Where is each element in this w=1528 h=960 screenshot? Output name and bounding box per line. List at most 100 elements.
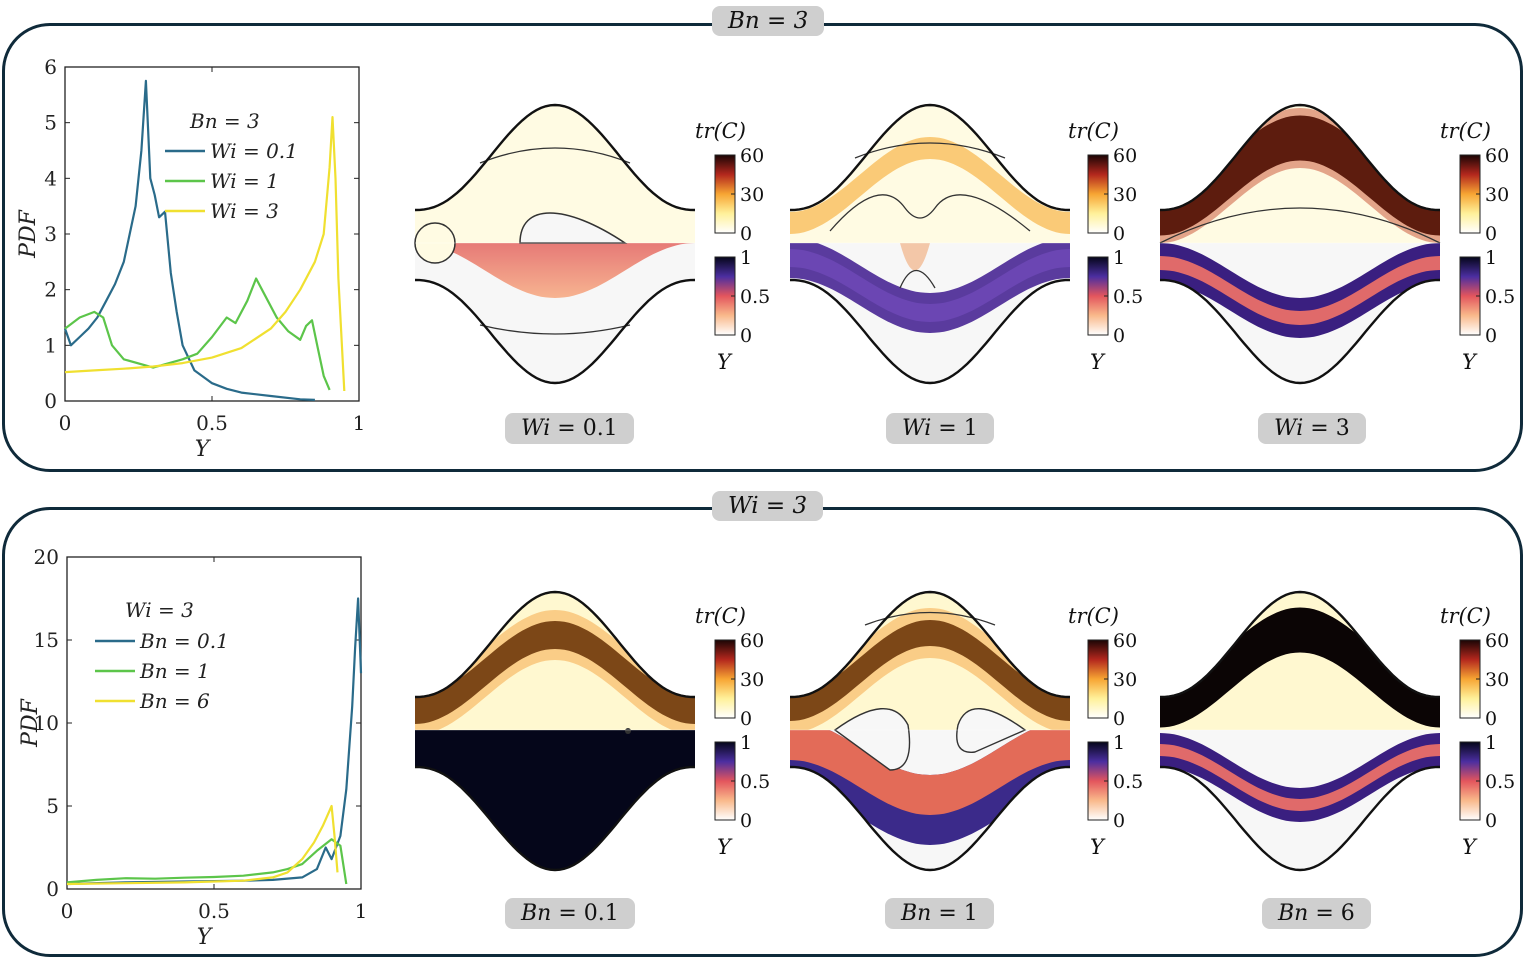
bottom-wall	[1159, 765, 1441, 872]
cbar-tick-label: 0.5	[1113, 771, 1143, 793]
legend-entry: Bn = 0.1	[139, 629, 229, 653]
legend-entry: Wi = 0.1	[210, 139, 298, 163]
field-label-b2: Bn = 1	[885, 898, 994, 929]
top-wall	[414, 590, 696, 699]
cbar-tick-label: 0	[1113, 223, 1125, 245]
field-top-half	[415, 592, 695, 730]
contour-line	[479, 324, 631, 335]
legend-entry: Bn = 1	[139, 659, 210, 683]
field-label-value: = 0.1	[558, 901, 619, 926]
cbar-tick-label: 30	[1485, 669, 1509, 691]
x-tick-label: 1	[353, 411, 366, 435]
legend-entry: Wi = 1	[210, 169, 279, 193]
panel-wi3-tag-text: Wi = 3	[728, 493, 808, 519]
field-label-value: = 6	[1315, 901, 1355, 926]
colorbar-title: tr(C)	[1068, 119, 1119, 143]
yield-contour	[956, 708, 1027, 753]
colorbar-axis-label: Y	[717, 835, 733, 859]
field-label-value: = 3	[1310, 416, 1350, 441]
colorbar-title: tr(C)	[695, 119, 746, 143]
contour-line	[1159, 207, 1441, 244]
bottom-wall	[789, 278, 1071, 385]
band	[1160, 256, 1440, 325]
cbar-tick-label: 0.5	[1485, 771, 1515, 793]
x-tick-label: 0	[59, 411, 72, 435]
legend-title: Bn = 3	[189, 109, 260, 133]
y-tick-label: 5	[44, 111, 57, 135]
legend-entry: Wi = 3	[210, 199, 279, 223]
field-label-var: Wi	[902, 416, 939, 441]
cbar-tick-label: 60	[1113, 630, 1137, 652]
colorbar-title: tr(C)	[1440, 604, 1491, 628]
x-tick-label: 1	[355, 899, 368, 923]
fill	[790, 105, 1070, 243]
marker	[625, 728, 631, 734]
colorbar-title: tr(C)	[1440, 119, 1491, 143]
series-line-2	[64, 277, 331, 391]
field-plot-b1	[414, 590, 696, 872]
cbar-tick-label: 0	[1113, 708, 1125, 730]
colorbar-axis-label: Y	[1090, 350, 1106, 374]
y-tick-label: 1	[44, 333, 57, 357]
top-wall	[789, 590, 1071, 699]
field-plot-a3	[1159, 103, 1441, 385]
top-wall	[1159, 590, 1441, 699]
cbar-tick-label: 60	[1485, 630, 1509, 652]
cbar-tick-label: 1	[1113, 732, 1125, 754]
y-axis-label: PDF	[18, 698, 43, 747]
field-label-var: Bn	[1278, 901, 1316, 926]
field-label-var: Wi	[521, 416, 558, 441]
colorbar-axis-label: Y	[717, 350, 733, 374]
band	[415, 243, 695, 298]
series-line-2	[66, 838, 348, 885]
y-tick-label: 5	[46, 794, 59, 818]
field-label-value: = 1	[938, 901, 978, 926]
yield-contour	[833, 708, 911, 771]
cbar-tick-label: 30	[740, 669, 764, 691]
cbar-tick-label: 60	[740, 145, 764, 167]
y-tick-label: 0	[46, 877, 59, 901]
y-tick-label: 4	[44, 166, 57, 190]
cbar-tick-label: 60	[740, 630, 764, 652]
field-top-half	[1160, 592, 1440, 730]
plug	[900, 243, 930, 271]
field-label-b3: Bn = 6	[1262, 898, 1371, 929]
y-tick-label: 3	[44, 222, 57, 246]
cbar-tick-label: 0.5	[1113, 286, 1143, 308]
top-wall	[789, 103, 1071, 212]
bottom-wall	[414, 765, 696, 872]
y-tick-label: 15	[34, 628, 59, 652]
x-tick-label: 0	[61, 899, 74, 923]
field-label-a1: Wi = 0.1	[505, 413, 634, 444]
contour-line	[479, 147, 631, 164]
cbar-tick-label: 60	[1485, 145, 1509, 167]
bottom-wall	[1159, 278, 1441, 385]
pdf-charts: 0 1 2 3 4 5 6 0 0.5 1 Y PDF Bn = 3 Wi = 0.1 Wi = 1 Wi =…	[16, 55, 367, 950]
cbar-tick-label: 0	[740, 708, 752, 730]
band	[790, 620, 1070, 721]
cbar-tick-label: 1	[1113, 247, 1125, 269]
cbar-tick-label: 30	[1485, 184, 1509, 206]
panel-bn3-tag: Bn = 3	[712, 6, 825, 36]
x-axis-label: Y	[197, 925, 214, 950]
band	[790, 137, 1070, 234]
top-wall	[414, 103, 696, 212]
series-line-3	[66, 804, 339, 886]
cbar-tick-label: 0	[740, 810, 752, 832]
field-label-b1: Bn = 0.1	[505, 898, 635, 929]
yield-contour	[519, 212, 628, 244]
y-tick-label: 0	[44, 389, 57, 413]
field-label-var: Bn	[521, 901, 559, 926]
cbar-tick-label: 1	[740, 732, 752, 754]
plot-area	[64, 66, 360, 402]
colorbar-axis-label: Y	[1462, 835, 1478, 859]
colorbar-axis-label: Y	[1462, 350, 1478, 374]
field-bottom-half	[1160, 243, 1440, 383]
field-label-value: = 1	[938, 416, 978, 441]
cbar-tick-label: 0	[1485, 708, 1497, 730]
